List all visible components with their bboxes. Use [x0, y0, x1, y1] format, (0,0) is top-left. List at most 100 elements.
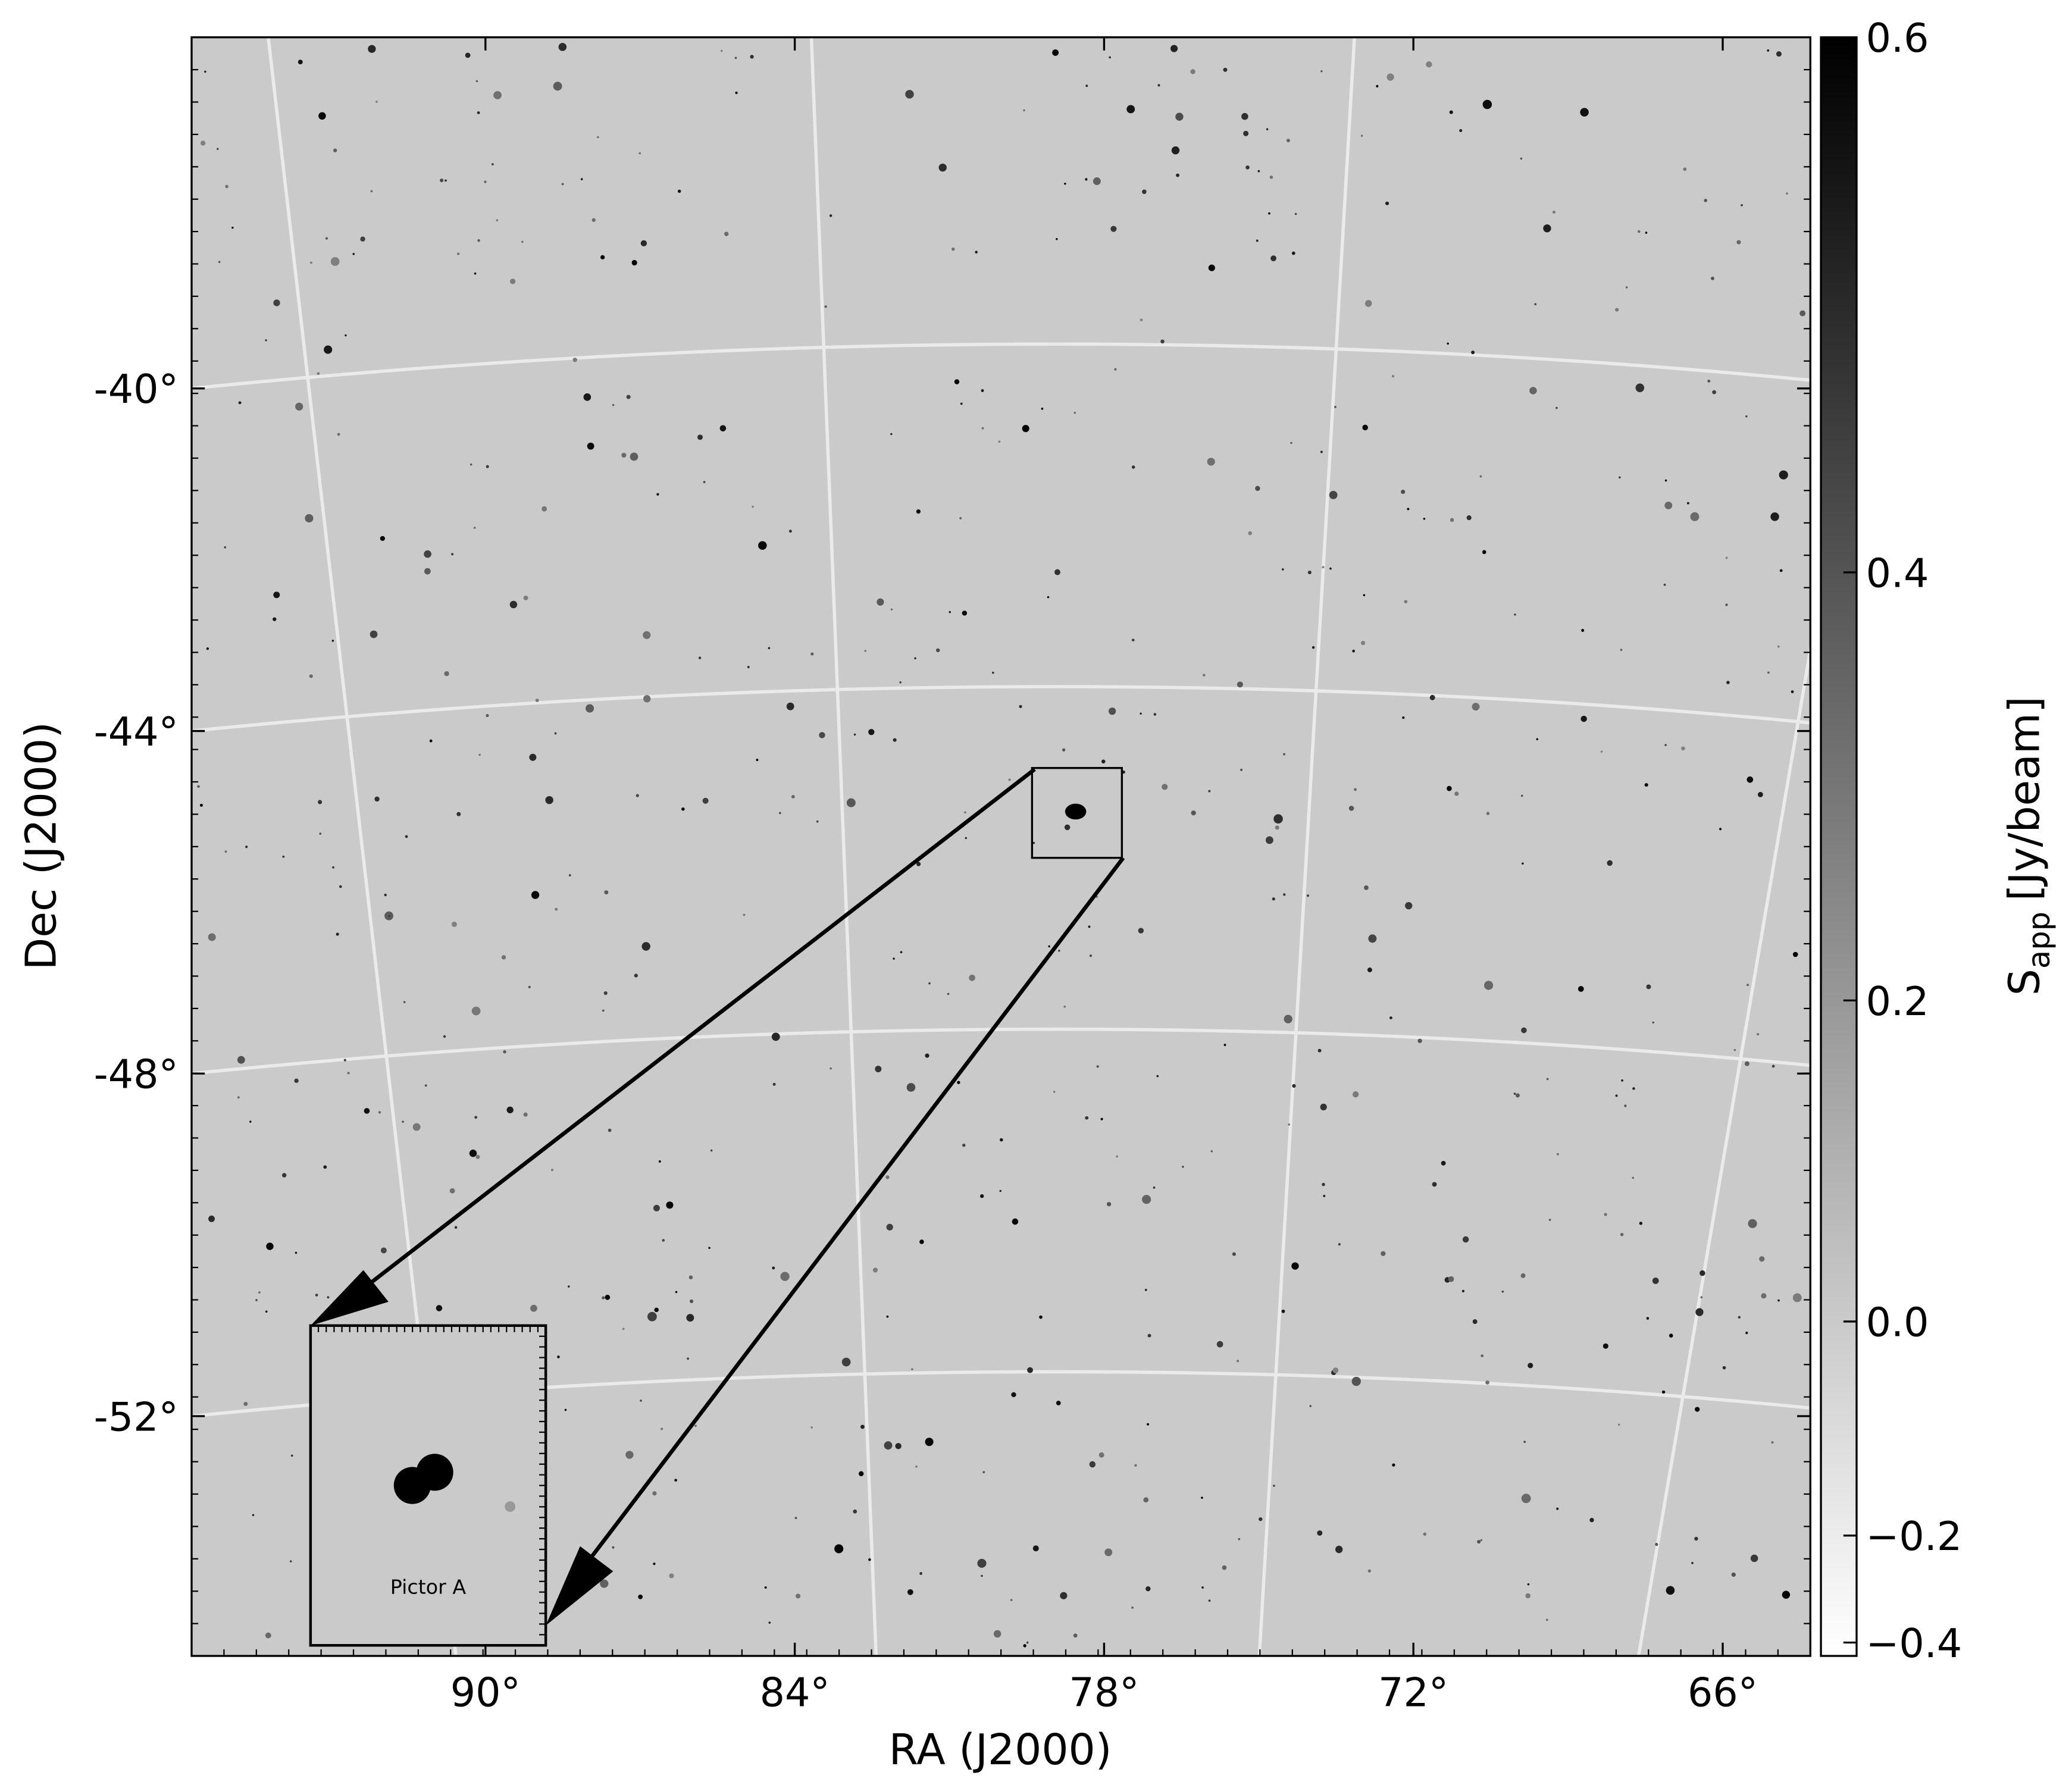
source: [697, 434, 703, 440]
source: [294, 1078, 299, 1084]
source: [1725, 556, 1728, 559]
source: [258, 1291, 261, 1294]
source: [1695, 1407, 1700, 1412]
source: [1520, 1273, 1526, 1278]
source: [810, 652, 814, 656]
source: [906, 1083, 916, 1092]
source: [1722, 1366, 1726, 1370]
source: [380, 536, 386, 541]
source: [975, 251, 978, 254]
source: [1700, 1296, 1703, 1299]
source: [1201, 1586, 1204, 1589]
source: [900, 951, 903, 954]
source: [1023, 109, 1025, 112]
source: [890, 608, 893, 611]
inset: Pictor A: [309, 1324, 547, 1647]
source: [1777, 645, 1780, 648]
inset-ticks: [317, 1325, 546, 1636]
source: [981, 1574, 983, 1577]
source: [1405, 901, 1413, 910]
source: [1449, 110, 1453, 114]
source: [1486, 812, 1490, 815]
source: [405, 835, 408, 838]
source: [1243, 130, 1249, 136]
source: [886, 1223, 893, 1231]
source: [412, 1123, 421, 1131]
source: [1064, 824, 1071, 831]
source: [1060, 1592, 1068, 1599]
source: [1364, 300, 1372, 307]
source: [890, 433, 893, 436]
source: [1265, 836, 1273, 844]
source: [662, 1239, 665, 1242]
source: [608, 1128, 612, 1132]
source: [919, 1239, 924, 1244]
sources: [197, 43, 1806, 1648]
source: [1447, 342, 1449, 345]
source: [572, 358, 577, 362]
source: [1645, 231, 1648, 234]
source: [999, 1189, 1002, 1192]
source: [626, 394, 631, 399]
source: [501, 955, 506, 960]
source: [1655, 1543, 1658, 1546]
source: [218, 261, 221, 264]
source: [600, 1579, 609, 1588]
source: [289, 1560, 292, 1563]
source: [1241, 112, 1248, 120]
source: [1441, 1160, 1446, 1166]
source: [724, 231, 729, 236]
source: [1557, 1153, 1559, 1156]
source: [868, 1558, 871, 1561]
source: [368, 45, 376, 53]
source: [568, 874, 571, 876]
ra-grid-line: [1636, 640, 1811, 1656]
source: [1320, 1103, 1327, 1111]
source: [1401, 490, 1406, 494]
source: [1312, 646, 1315, 649]
source: [1386, 73, 1394, 81]
source: [652, 1491, 657, 1496]
source: [1322, 566, 1325, 569]
source: [603, 991, 608, 995]
source: [656, 493, 659, 496]
source: [1745, 1331, 1748, 1335]
source: [265, 1310, 268, 1313]
source: [403, 1001, 406, 1003]
source: [484, 180, 487, 183]
x-tick-label: 84°: [760, 1669, 830, 1715]
arrow-line: [572, 856, 1125, 1582]
source: [960, 402, 963, 405]
source: [1686, 502, 1689, 505]
source: [1786, 192, 1788, 195]
source: [199, 803, 203, 807]
source: [1202, 674, 1206, 677]
source: [1259, 1517, 1263, 1521]
source: [743, 913, 746, 916]
arrow-head: [310, 1270, 389, 1326]
source: [1032, 841, 1035, 844]
source: [380, 1247, 387, 1254]
source: [509, 600, 518, 609]
source: [317, 372, 320, 375]
source: [752, 505, 754, 508]
source: [747, 665, 750, 669]
source: [521, 240, 524, 243]
source: [506, 1106, 514, 1114]
source: [305, 513, 314, 523]
source: [273, 617, 277, 621]
source: [1281, 1309, 1285, 1313]
source: [249, 1120, 252, 1123]
source: [1288, 1123, 1291, 1126]
source: [1690, 512, 1699, 521]
source: [1548, 1219, 1551, 1221]
source: [1429, 694, 1435, 700]
source: [689, 1299, 694, 1304]
source: [1466, 515, 1472, 521]
source: [1792, 1293, 1802, 1302]
source: [591, 218, 596, 222]
source: [1663, 583, 1666, 586]
source: [1056, 1401, 1061, 1405]
source: [200, 140, 206, 146]
source: [1791, 690, 1794, 693]
